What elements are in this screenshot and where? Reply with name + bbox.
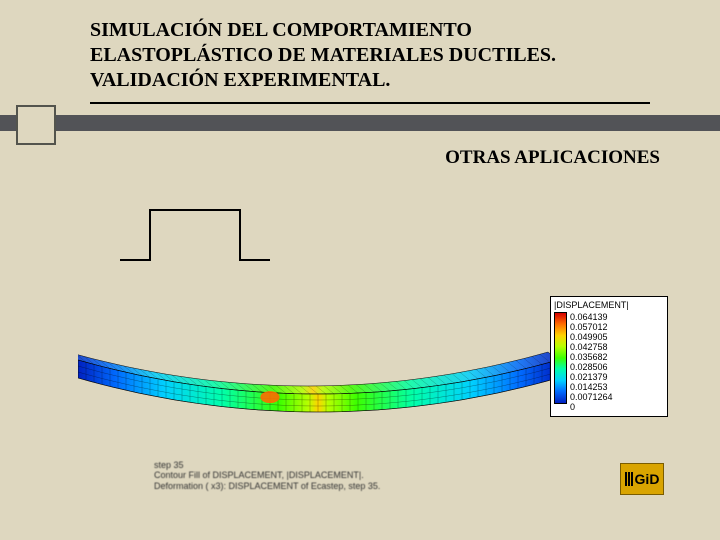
legend-values: 0.0641390.0570120.0499050.0427580.035682… bbox=[570, 312, 664, 412]
decor-bar bbox=[0, 115, 720, 131]
displacement-legend: |DISPLACEMENT| 0.0641390.0570120.0499050… bbox=[550, 296, 668, 417]
legend-colorbar bbox=[554, 312, 567, 404]
title-block: SIMULACIÓN DEL COMPORTAMIENTO ELASTOPLÁS… bbox=[90, 18, 650, 93]
page-title: SIMULACIÓN DEL COMPORTAMIENTO ELASTOPLÁS… bbox=[90, 18, 650, 93]
footer-line-3: Deformation ( x3): DISPLACEMENT of Ecast… bbox=[154, 481, 380, 491]
title-line-2: ELASTOPLÁSTICO DE MATERIALES DUCTILES. bbox=[90, 44, 556, 66]
gid-logo-bars-icon bbox=[625, 472, 633, 486]
subtitle: OTRAS APLICACIONES bbox=[445, 147, 660, 169]
title-line-3: VALIDACIÓN EXPERIMENTAL. bbox=[90, 69, 390, 91]
footer-line-2: Contour Fill of DISPLACEMENT, |DISPLACEM… bbox=[154, 470, 380, 480]
title-line-1: SIMULACIÓN DEL COMPORTAMIENTO bbox=[90, 19, 472, 41]
gid-logo: GiD bbox=[620, 463, 664, 495]
legend-title: |DISPLACEMENT| bbox=[554, 300, 664, 310]
fea-beam-plot bbox=[78, 270, 558, 450]
title-underline bbox=[90, 102, 650, 104]
slide: SIMULACIÓN DEL COMPORTAMIENTO ELASTOPLÁS… bbox=[0, 0, 720, 540]
cross-section-diagram bbox=[120, 200, 280, 270]
footer-line-1: step 35 bbox=[154, 460, 380, 470]
footer-caption: step 35 Contour Fill of DISPLACEMENT, |D… bbox=[154, 460, 380, 491]
decor-square bbox=[16, 105, 56, 145]
gid-logo-text: GiD bbox=[635, 471, 660, 487]
